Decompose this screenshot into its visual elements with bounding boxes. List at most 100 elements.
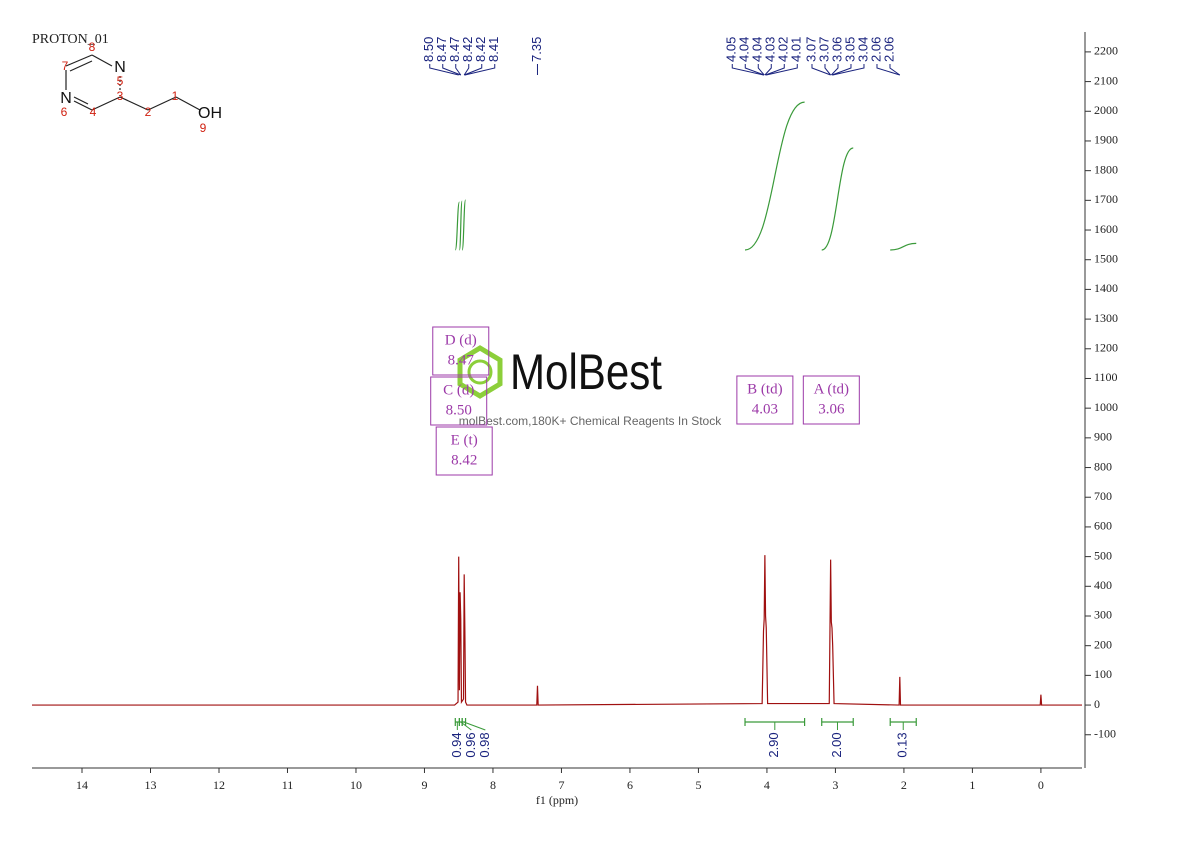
x-tick-label: 3: [832, 778, 838, 792]
y-tick-label: 900: [1094, 430, 1112, 444]
x-tick-label: 4: [764, 778, 770, 792]
x-axis-label: f1 (ppm): [536, 793, 578, 807]
y-tick-label: 800: [1094, 459, 1112, 473]
multiplet-shift: 8.50: [446, 402, 472, 418]
peak-label: 4.04: [737, 37, 752, 62]
multiplet-shift: 8.42: [451, 452, 477, 468]
atom-label: N: [60, 90, 72, 107]
peak-label: 8.42: [460, 37, 475, 62]
peak-label: 2.06: [868, 37, 883, 62]
peak-connector: [744, 64, 765, 76]
multiplet-shift: 4.03: [752, 401, 778, 417]
peak-connector: [464, 64, 483, 76]
peak-connector: [463, 64, 470, 76]
peak-label-group: 3.07: [803, 37, 818, 62]
y-tick-label: 0: [1094, 697, 1100, 711]
atom-number: 5: [117, 74, 124, 88]
x-tick-label: 12: [213, 778, 225, 792]
integral-label-group: 2.90: [766, 732, 781, 757]
peak-connector: [889, 64, 901, 76]
chart-title: PROTON_01: [32, 32, 109, 47]
peak-label: 2.06: [881, 37, 896, 62]
peak-label-group: 3.06: [829, 37, 844, 62]
integral-curve: [890, 242, 917, 251]
y-tick-label: 700: [1094, 489, 1112, 503]
peak-label: 7.35: [529, 37, 544, 62]
atom-number: 7: [62, 59, 69, 73]
integral-label: 0.13: [895, 732, 910, 757]
multiplet-name: D (d): [445, 332, 477, 348]
atom-label: OH: [198, 105, 222, 122]
y-tick-label: -100: [1094, 726, 1116, 740]
integral-curve: [454, 201, 460, 251]
peak-connector: [831, 64, 852, 76]
integral-label: 2.90: [766, 732, 781, 757]
peak-label-group: 3.05: [842, 37, 857, 62]
integral-tick: [463, 721, 486, 731]
integral-label: 0.96: [463, 732, 478, 757]
peak-label: 4.04: [750, 37, 765, 62]
peak-connector: [824, 64, 832, 76]
peak-label: 4.03: [763, 37, 778, 62]
multiplet-box: [430, 376, 488, 426]
peak-label: 4.01: [789, 37, 804, 62]
peak-connector: [464, 64, 496, 76]
bond: [91, 54, 113, 67]
peak-connector: [429, 64, 459, 76]
y-tick-label: 1300: [1094, 311, 1118, 325]
peak-label-group: 8.50: [421, 37, 436, 62]
watermark-brand: MolBest: [510, 344, 662, 400]
atom-label: N: [114, 59, 126, 76]
peak-label-group: 4.03: [763, 37, 778, 62]
x-tick-label: 11: [282, 778, 294, 792]
multiplet-name: A (td): [814, 381, 849, 397]
peak-label-group: 3.07: [816, 37, 831, 62]
integral-label: 0.94: [449, 732, 464, 757]
peak-connector: [766, 64, 798, 76]
peak-label: 8.50: [421, 37, 436, 62]
peak-label-group: 8.47: [434, 37, 449, 62]
atom-number: 6: [61, 105, 68, 119]
bond: [69, 60, 93, 72]
multiplet-name: E (t): [451, 432, 478, 448]
peak-label: 3.07: [816, 37, 831, 62]
peak-connector: [765, 64, 785, 76]
multiplet-box: [802, 375, 860, 425]
peak-label: 4.05: [724, 37, 739, 62]
integral-curve: [461, 199, 467, 251]
peak-label: 3.05: [842, 37, 857, 62]
y-tick-label: 100: [1094, 667, 1112, 681]
peak-label: 8.47: [447, 37, 462, 62]
peak-label-group: 8.47: [447, 37, 462, 62]
multiplet-name: B (td): [747, 381, 782, 397]
atom-number: 4: [90, 105, 97, 119]
peak-connector: [764, 64, 772, 76]
y-tick-label: 1100: [1094, 370, 1118, 384]
y-tick-label: 300: [1094, 608, 1112, 622]
y-tick-label: 400: [1094, 578, 1112, 592]
x-tick-label: 9: [421, 778, 427, 792]
integral-label-group: 0.96: [463, 732, 478, 757]
peak-label-group: 4.02: [776, 37, 791, 62]
watermark: MolBest molBest.com,180K+ Chemical Reage…: [457, 344, 722, 428]
peak-label-group: 7.35: [529, 37, 544, 62]
atom-number: 2: [145, 105, 152, 119]
y-tick-label: 1900: [1094, 133, 1118, 147]
peak-label-group: 4.05: [724, 37, 739, 62]
x-tick-label: 14: [76, 778, 88, 792]
peak-connector: [442, 64, 461, 76]
peak-label: 8.47: [434, 37, 449, 62]
peak-label: 3.07: [803, 37, 818, 62]
y-tick-label: 2200: [1094, 44, 1118, 58]
atom-number: 3: [117, 89, 124, 103]
integral-label-group: 0.98: [477, 732, 492, 757]
peak-connector: [455, 64, 462, 76]
x-tick-label: 13: [144, 778, 156, 792]
peak-label: 8.41: [486, 37, 501, 62]
x-tick-label: 10: [350, 778, 362, 792]
structure: [65, 54, 201, 111]
peak-label-group: 2.06: [868, 37, 883, 62]
x-tick-label: 5: [695, 778, 701, 792]
watermark-logo: [457, 345, 503, 399]
